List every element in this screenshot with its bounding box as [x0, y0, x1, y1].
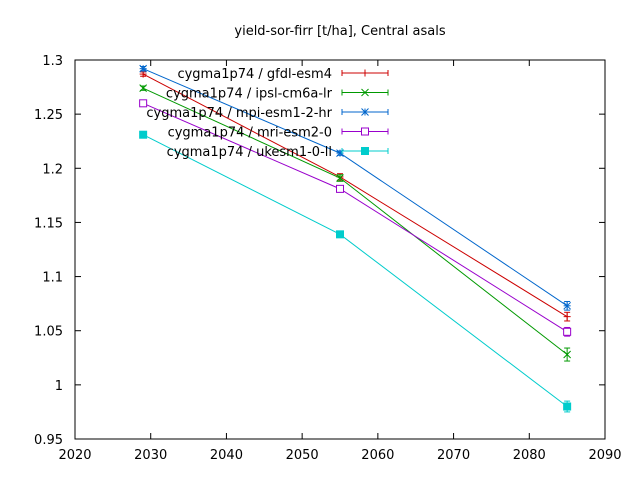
series-1 — [139, 84, 571, 362]
x-tick-label: 2040 — [210, 448, 243, 463]
legend-entry-4: cygma1p74 / ukesm1-0-ll — [167, 145, 389, 160]
x-tick-label: 2060 — [361, 448, 394, 463]
y-tick-label: 1.2 — [42, 162, 63, 177]
legend-label: cygma1p74 / ukesm1-0-ll — [167, 145, 332, 160]
y-tick-label: 1.1 — [42, 271, 63, 286]
data-point — [563, 327, 572, 336]
y-tick-label: 1.25 — [34, 108, 63, 123]
data-point — [563, 313, 571, 321]
x-tick-label: 2030 — [134, 448, 167, 463]
legend-label: cygma1p74 / gfdl-esm4 — [177, 67, 332, 82]
y-tick-label: 1.3 — [42, 54, 63, 69]
y-tick-label: 1.05 — [34, 325, 63, 340]
chart-title: yield-sor-firr [t/ha], Central asals — [234, 24, 445, 39]
data-point — [563, 301, 571, 310]
x-tick-label: 2090 — [588, 448, 621, 463]
data-point — [336, 230, 344, 239]
legend-entry-2: cygma1p74 / mpi-esm1-2-hr — [146, 106, 389, 121]
legend-label: cygma1p74 / mpi-esm1-2-hr — [146, 106, 332, 121]
series-4 — [139, 130, 572, 413]
legend-entry-1: cygma1p74 / ipsl-cm6a-lr — [166, 87, 389, 102]
x-tick-label: 2020 — [58, 448, 91, 463]
x-tick-label: 2050 — [286, 448, 319, 463]
data-point — [139, 64, 147, 73]
legend-marker — [361, 69, 369, 77]
legend-entry-3: cygma1p74 / mri-esm2-0 — [168, 126, 389, 141]
y-tick-label: 0.95 — [34, 433, 63, 448]
x-tick-label: 2080 — [513, 448, 546, 463]
series-2 — [139, 64, 571, 311]
y-tick-label: 1.15 — [34, 216, 63, 231]
legend-entry-0: cygma1p74 / gfdl-esm4 — [177, 67, 389, 82]
x-tick-label: 2070 — [437, 448, 470, 463]
data-point — [139, 130, 148, 139]
legend-label: cygma1p74 / mri-esm2-0 — [168, 126, 332, 141]
series-line — [142, 68, 568, 307]
y-tick-label: 1 — [55, 379, 63, 394]
legend-marker — [361, 108, 369, 116]
legend-marker — [361, 88, 369, 97]
data-point — [563, 350, 571, 359]
legend-marker — [361, 147, 369, 155]
legend-marker — [361, 127, 369, 136]
data-point — [139, 84, 147, 93]
data-point — [336, 184, 344, 193]
data-point — [563, 402, 572, 411]
legend-label: cygma1p74 / ipsl-cm6a-lr — [166, 87, 333, 102]
data-point — [139, 99, 148, 108]
plot-frame — [74, 59, 606, 440]
series-3 — [139, 99, 572, 337]
data-point — [336, 174, 344, 182]
series-line — [142, 134, 568, 407]
